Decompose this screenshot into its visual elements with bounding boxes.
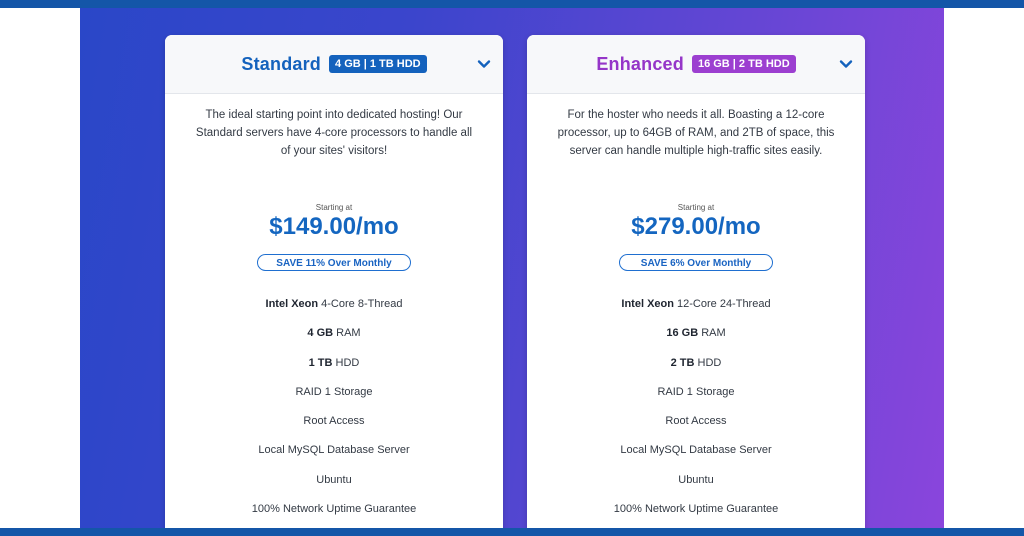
feature-item: 16 GB RAM [527, 319, 865, 348]
feature-highlight: 2 TB [670, 356, 695, 369]
feature-text: 12-Core 24-Thread [673, 298, 771, 310]
feature-item: Local MySQL Database Server [527, 436, 865, 465]
feature-list: Intel Xeon 12-Core 24-Thread 16 GB RAM 2… [527, 290, 865, 524]
plan-card-standard: Standard 4 GB | 1 TB HDD The ideal start… [165, 35, 503, 528]
feature-item: 4 GB RAM [165, 319, 503, 348]
feature-list: Intel Xeon 4-Core 8-Thread 4 GB RAM 1 TB… [165, 290, 503, 524]
feature-highlight: 16 GB [666, 327, 699, 340]
starting-at-label: Starting at [315, 203, 353, 212]
feature-text: Local MySQL Database Server [258, 444, 410, 457]
feature-text: Local MySQL Database Server [620, 444, 772, 457]
feature-item: RAID 1 Storage [165, 378, 503, 407]
pricing-section: Standard 4 GB | 1 TB HDD The ideal start… [80, 8, 944, 528]
plan-description: For the hoster who needs it all. Boastin… [557, 109, 835, 157]
plan-price: $149.00/mo [269, 213, 399, 240]
feature-item: Intel Xeon 4-Core 8-Thread [165, 290, 503, 319]
plan-description: The ideal starting point into dedicated … [195, 109, 473, 157]
feature-item: Root Access [527, 407, 865, 436]
feature-item: Root Access [165, 407, 503, 436]
feature-text: 100% Network Uptime Guarantee [251, 503, 417, 516]
feature-item: 2 TB HDD [527, 349, 865, 378]
feature-text: 100% Network Uptime Guarantee [613, 503, 779, 516]
feature-item: Intel Xeon 12-Core 24-Thread [527, 290, 865, 319]
feature-highlight: 4 GB [307, 327, 334, 340]
feature-text: RAM [333, 327, 361, 340]
feature-text: Ubuntu [678, 473, 714, 486]
plan-name: Enhanced [596, 53, 684, 74]
plan-card-header[interactable]: Standard 4 GB | 1 TB HDD [165, 35, 503, 94]
chevron-down-icon[interactable] [477, 57, 491, 71]
feature-highlight: Intel Xeon [621, 298, 674, 310]
feature-highlight: Intel Xeon [265, 298, 319, 310]
feature-item: Ubuntu [527, 466, 865, 495]
plan-spec-badge: 16 GB | 2 TB HDD [691, 55, 796, 73]
feature-text: HDD [694, 356, 722, 369]
plan-card-enhanced: Enhanced 16 GB | 2 TB HDD For the hoster… [527, 35, 865, 528]
plan-name: Standard [241, 53, 322, 74]
feature-item: RAID 1 Storage [527, 378, 865, 407]
feature-highlight: 1 TB [308, 356, 333, 369]
feature-item: 100% Network Uptime Guarantee [165, 495, 503, 524]
chevron-down-icon[interactable] [839, 57, 853, 71]
plan-card-header[interactable]: Enhanced 16 GB | 2 TB HDD [527, 35, 865, 94]
feature-text: 4-Core 8-Thread [318, 298, 403, 310]
plan-spec-badge: 4 GB | 1 TB HDD [329, 55, 427, 73]
feature-text: Ubuntu [316, 473, 352, 486]
feature-item: 100% Network Uptime Guarantee [527, 495, 865, 524]
feature-text: RAID 1 Storage [295, 385, 373, 398]
savings-badge: SAVE 6% Over Monthly [619, 254, 773, 271]
feature-text: Root Access [303, 415, 365, 428]
bottom-frame-bar [0, 528, 1024, 536]
feature-item: Local MySQL Database Server [165, 436, 503, 465]
feature-text: HDD [332, 356, 360, 369]
feature-item: 1 TB HDD [165, 349, 503, 378]
feature-text: RAM [698, 327, 726, 340]
savings-badge: SAVE 11% Over Monthly [257, 254, 411, 271]
top-frame-bar [0, 0, 1024, 8]
feature-text: RAID 1 Storage [657, 385, 735, 398]
starting-at-label: Starting at [677, 203, 715, 212]
feature-item: Ubuntu [165, 466, 503, 495]
feature-text: Root Access [665, 415, 727, 428]
plan-price: $279.00/mo [631, 213, 761, 240]
